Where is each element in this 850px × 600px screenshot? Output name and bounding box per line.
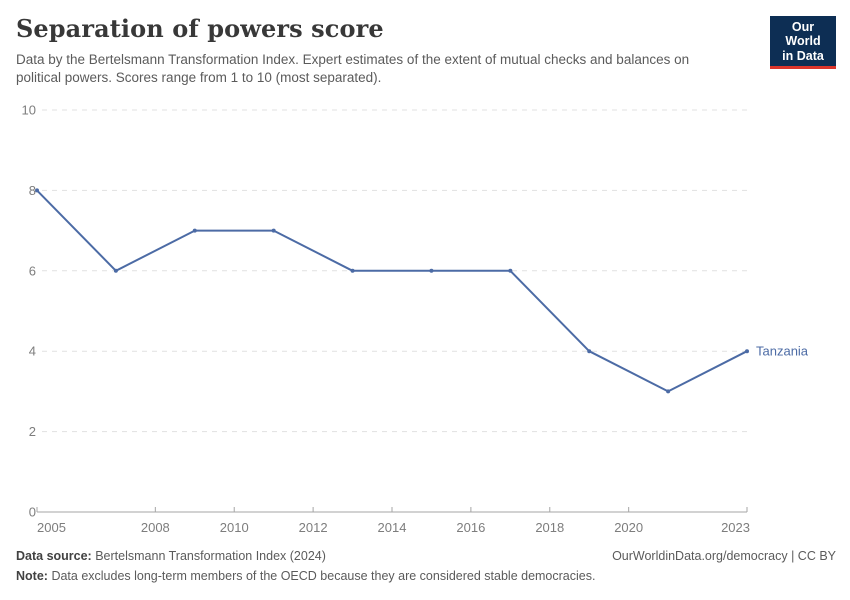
data-point [271, 228, 276, 233]
data-source-text: Bertelsmann Transformation Index (2024) [95, 549, 326, 563]
chart-subtitle: Data by the Bertelsmann Transformation I… [16, 52, 690, 85]
x-tick-label: 2005 [37, 520, 66, 535]
logo-line-2: in Data [782, 48, 824, 63]
data-point [508, 268, 513, 273]
footer-attribution-link[interactable]: OurWorldinData.org/democracy | CC BY [612, 549, 836, 563]
y-tick-label: 0 [29, 505, 36, 520]
y-tick-label: 6 [29, 263, 36, 278]
x-tick-label: 2023 [721, 520, 750, 535]
x-tick-label: 2014 [378, 520, 407, 535]
owid-logo: Our World in Data [770, 16, 836, 70]
tanzania-line [36, 189, 748, 393]
x-tick-label: 2016 [456, 520, 485, 535]
x-tick-label: 2020 [614, 520, 643, 535]
x-tick-label: 2008 [141, 520, 170, 535]
data-source-label: Data source: [16, 549, 92, 563]
data-source-line: Data source: Bertelsmann Transformation … [16, 546, 836, 566]
note-text: Data excludes long-term members of the O… [51, 569, 596, 583]
x-tick-label: 2018 [535, 520, 564, 535]
logo-line-1: Our World [785, 20, 821, 49]
chart-title: Separation of powers score [16, 14, 384, 43]
data-point [587, 349, 592, 354]
footer-source-note: Data source: Bertelsmann Transformation … [16, 546, 836, 586]
y-tick-label: 2 [29, 424, 36, 439]
note-label: Note: [16, 569, 48, 583]
y-tick-label: 10 [22, 103, 36, 118]
y-tick-label: 8 [29, 183, 36, 198]
data-point [429, 268, 434, 273]
data-point [113, 268, 118, 273]
data-point [666, 389, 671, 394]
chart-footer: Data source: Bertelsmann Transformation … [16, 546, 836, 586]
data-point [350, 268, 355, 273]
data-point [192, 228, 197, 233]
data-point [35, 188, 39, 193]
line-chart: 0 2 4 6 8 10 2005 2008 2010 2012 2014 2016 2018 2020 2… [22, 103, 809, 536]
data-point [745, 349, 749, 354]
series-label-tanzania: Tanzania [756, 344, 809, 359]
note-line: Note: Data excludes long-term members of… [16, 566, 836, 586]
x-tick-label: 2010 [220, 520, 249, 535]
y-tick-label: 4 [29, 344, 36, 359]
chart-header: Separation of powers score Data by the B… [16, 14, 756, 87]
x-tick-label: 2012 [299, 520, 328, 535]
